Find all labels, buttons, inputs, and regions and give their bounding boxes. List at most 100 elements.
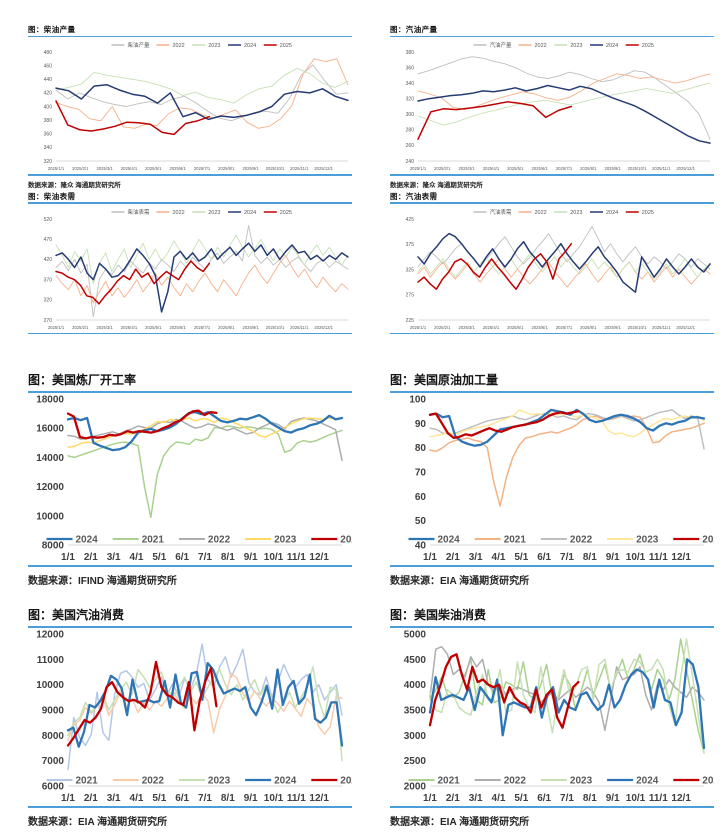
- y-axis-tick-label: 400: [44, 104, 53, 110]
- x-axis-tick-label: 10/1: [626, 793, 646, 804]
- series-line-2021: [67, 643, 343, 771]
- legend-label: 2025: [642, 210, 654, 216]
- us-gasoline-consumption-chart: 6000 7000 8000 9000 10000 11000 12000 1/1 2/1 3/1…: [36, 629, 352, 804]
- figure-grid-bottom: 图：美国汽油消费 6000 7000 8000 9000 10000 11000 12000…: [28, 608, 714, 828]
- legend-item: 2021: [408, 775, 460, 786]
- y-axis-tick-label: 3000: [404, 731, 427, 742]
- series-line-2024: [66, 410, 344, 452]
- y-axis-tick-label: 340: [44, 145, 53, 151]
- figure-bottom-rule: [28, 332, 352, 335]
- legend-item: 2024: [590, 210, 618, 216]
- legend-item: 2025: [263, 43, 292, 49]
- legend-label: 2023: [274, 535, 297, 546]
- series-line-2025: [417, 101, 573, 141]
- x-axis-tick-label: 2/1: [446, 552, 460, 563]
- x-axis-tick-label: 9/1: [244, 793, 258, 804]
- legend-item: 2023: [554, 43, 582, 49]
- legend-item: 2022: [178, 535, 231, 546]
- x-axis-tick-label: 4/1: [492, 552, 506, 563]
- legend-item: 2025: [311, 535, 352, 546]
- x-axis-tick-label: 2025/4/1: [483, 325, 500, 330]
- figure-source: 数据来源：隆众 海通期货研究所: [28, 181, 121, 189]
- title-underline: [28, 202, 352, 204]
- y-axis-tick-label: 2500: [404, 756, 427, 767]
- x-axis-tick-label: 2025/6/1: [532, 166, 549, 171]
- y-axis-tick-label: 300: [406, 112, 415, 118]
- x-axis-tick-label: 2025/5/1: [507, 166, 524, 171]
- y-axis-tick-label: 2000: [404, 781, 427, 792]
- figure-bottom-rule: [28, 174, 352, 176]
- y-axis-tick-label: 90: [415, 419, 427, 430]
- figure-bottom-rule: [390, 174, 714, 176]
- y-axis-tick-label: 70: [415, 468, 427, 479]
- y-axis-tick-label: 12000: [36, 482, 64, 493]
- gasoline-production-chart: 240 260 280 300 320 340 360 380 2025/1/1 2025/2/1…: [406, 41, 711, 171]
- x-axis-tick-label: 5/1: [152, 793, 166, 804]
- x-axis-tick-label: 12/1: [671, 552, 691, 563]
- legend-label: 2023: [208, 775, 231, 786]
- series-line-2022: [67, 672, 343, 741]
- legend-item: 2022: [474, 775, 526, 786]
- y-axis-tick-label: 100: [409, 395, 426, 406]
- legend: 2024 2021 2022 2023 2025: [46, 535, 352, 546]
- y-axis-tick-label: 380: [44, 118, 53, 124]
- figure-gasoline-production: 图：汽油产量 240 260 280 300 320 340 360 380 2025/1/1 2…: [390, 25, 714, 189]
- y-axis-tick-label: 420: [44, 257, 53, 263]
- x-axis-tick-label: 2025/8/1: [218, 166, 235, 171]
- y-axis-tick-label: 425: [406, 217, 415, 223]
- title-underline: [390, 391, 714, 394]
- legend-label: 2023: [208, 43, 220, 49]
- legend-item: 2023: [607, 535, 659, 546]
- legend: 汽油产量 2022 2023 2024 2025: [473, 41, 654, 49]
- y-axis-tick-label: 360: [44, 132, 53, 138]
- x-axis-tick-label: 2025/3/1: [97, 166, 114, 171]
- legend-label: 2022: [172, 43, 184, 49]
- legend: 2024 2021 2022 2023 2025: [408, 535, 714, 546]
- y-axis-tick-label: 18000: [36, 395, 64, 406]
- x-axis-tick-label: 2025/12/1: [676, 166, 695, 171]
- legend-item: 2025: [263, 210, 292, 216]
- legend-label: 2024: [244, 210, 256, 216]
- series-line-2024: [55, 242, 349, 313]
- y-axis-tick-label: 60: [415, 492, 427, 503]
- y-axis-tick-label: 3500: [404, 705, 427, 716]
- diesel-production-chart: 320 340 360 380 400 420 440 460 480 2025/1/1 2025/…: [44, 41, 349, 171]
- legend-item: 2022: [156, 210, 185, 216]
- series-line-2021: [429, 415, 705, 507]
- legend-label: 2022: [534, 210, 546, 216]
- x-axis-tick-label: 8/1: [583, 552, 597, 563]
- legend-item: 柴油表需: [111, 208, 150, 216]
- x-axis-tick-label: 11/1: [287, 552, 306, 563]
- y-axis-tick-label: 4500: [404, 655, 427, 666]
- y-axis-tick-label: 9000: [42, 705, 65, 716]
- y-axis-tick-label: 225: [406, 318, 415, 324]
- x-axis-tick-label: 5/1: [514, 793, 528, 804]
- legend-label: 2025: [702, 535, 714, 546]
- x-axis-tick-label: 2025/3/1: [459, 325, 476, 330]
- y-axis-tick-label: 80: [415, 443, 427, 454]
- x-axis-tick-label: 2025/9/1: [605, 166, 622, 171]
- series-line-2022: [67, 417, 343, 462]
- legend-label: 2023: [570, 43, 582, 49]
- x-axis-tick-label: 2025/7/1: [556, 325, 573, 330]
- series-line-2022: [429, 409, 705, 450]
- figure-title: 图：美国汽油消费: [28, 608, 125, 623]
- x-axis-tick-label: 2025/2/1: [434, 166, 451, 171]
- legend-item: 2025: [625, 210, 654, 216]
- series-line-2025: [417, 242, 573, 290]
- legend-item: 汽油表需: [473, 208, 512, 216]
- legend-label: 2024: [274, 775, 297, 786]
- legend-item: 2023: [178, 775, 231, 786]
- series-line-2024: [428, 657, 706, 749]
- x-axis-tick-label: 9/1: [606, 552, 620, 563]
- y-axis-tick-label: 16000: [36, 424, 64, 435]
- x-axis-tick-label: 3/1: [469, 793, 483, 804]
- legend-item: 2024: [408, 535, 460, 546]
- figure-bottom-rule: [28, 805, 352, 808]
- x-axis-tick-label: 2025/4/1: [121, 325, 138, 330]
- figure-diesel-production: 图：柴油产量 320 340 360 380 400 420 440 460 480 2025/1…: [28, 25, 352, 189]
- y-axis-tick-label: 470: [44, 237, 53, 243]
- x-axis-tick-label: 6/1: [175, 793, 189, 804]
- x-axis-tick-label: 2025/9/1: [243, 325, 260, 330]
- figure-source: 数据来源：EIA 海通期货研究所: [28, 816, 168, 828]
